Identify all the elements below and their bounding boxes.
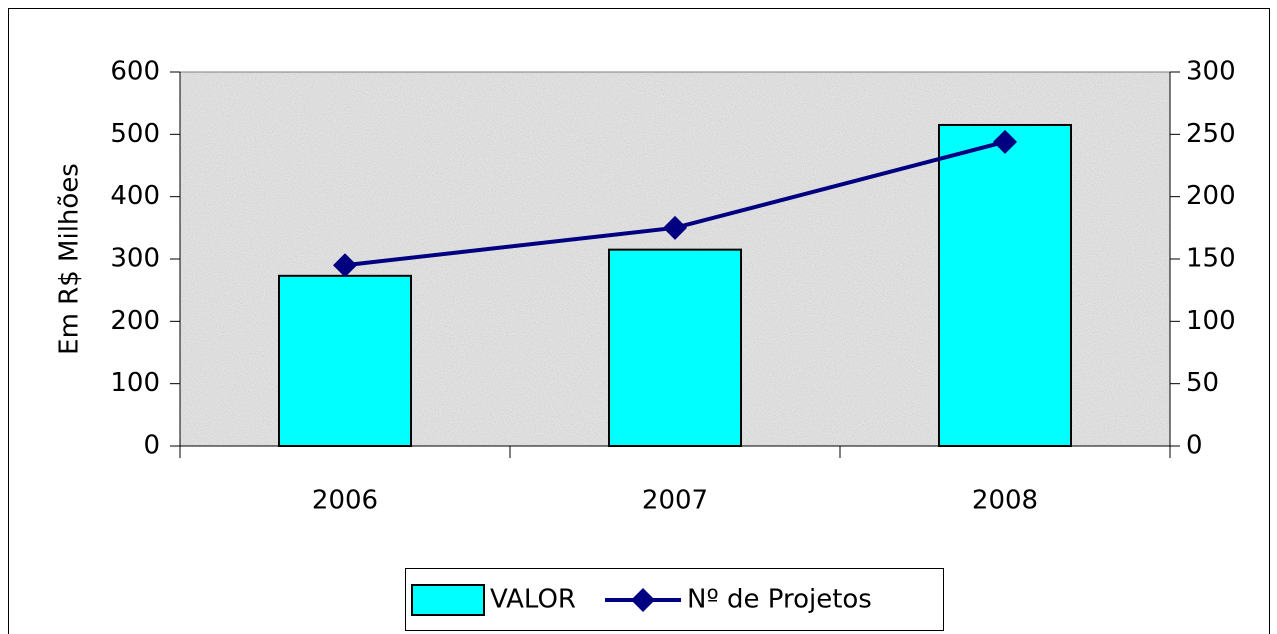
chart-border: [8, 8, 1270, 634]
bar: [938, 123, 1072, 447]
y-tick-label: 600: [110, 57, 160, 87]
y2-tick-label: 300: [1186, 57, 1236, 87]
legend-label: Nº de Projetos: [687, 585, 872, 615]
y2-tick-label: 100: [1186, 306, 1236, 336]
x-tick-label: 2006: [312, 486, 378, 516]
marker: [663, 215, 687, 240]
x-tick-label: 2007: [642, 486, 708, 516]
y2-tick-label: 150: [1186, 244, 1236, 274]
bar: [278, 274, 412, 447]
y-tick-label: 300: [110, 244, 160, 274]
y-tick-label: 500: [110, 119, 160, 149]
legend-marker: [631, 588, 655, 612]
y-tick-label: 200: [110, 306, 160, 336]
y2-tick-label: 50: [1186, 368, 1219, 398]
bar: [608, 248, 742, 447]
legend-swatch: [411, 584, 485, 616]
y2-tick-label: 250: [1186, 119, 1236, 149]
marker: [333, 253, 357, 278]
legend-label: VALOR: [490, 585, 576, 615]
y-tick-label: 0: [143, 431, 160, 461]
y-axis-label: Em R$ Milhões: [55, 163, 85, 355]
y-tick-label: 400: [110, 181, 160, 211]
marker: [993, 129, 1017, 154]
y2-tick-label: 200: [1186, 181, 1236, 211]
x-tick-label: 2008: [972, 486, 1038, 516]
y2-tick-label: 0: [1186, 431, 1203, 461]
y-tick-label: 100: [110, 368, 160, 398]
